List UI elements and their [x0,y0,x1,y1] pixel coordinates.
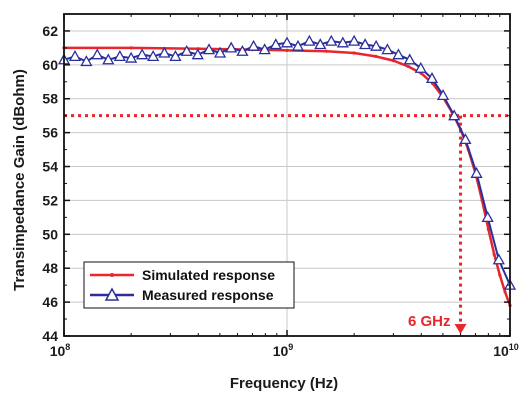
simulated-point [353,51,356,54]
y-tick-label: 52 [42,192,58,208]
y-tick-label: 46 [42,294,58,310]
x-tick-label: 109 [273,342,294,359]
simulated-point [374,55,377,58]
measured-point [92,50,102,59]
simulated-point [392,59,395,62]
x-axis-title: Frequency (Hz) [230,375,338,392]
measured-point [282,38,292,47]
simulated-point [285,49,288,52]
y-tick-label: 48 [42,260,58,276]
y-tick-label: 56 [42,125,58,141]
simulated-point [498,273,501,276]
measured-point [70,51,80,60]
y-tick-label: 44 [42,328,58,344]
frequency-annotation: 6 GHz [408,313,451,330]
legend-label: Simulated response [142,267,275,283]
measured-point [249,41,259,50]
simulated-point [407,65,410,68]
simulated-point [493,253,496,256]
y-tick-label: 50 [42,226,58,242]
simulated-point [130,46,133,49]
measured-point [115,51,125,60]
y-axis-title: Transimpedance Gain (dBohm) [11,69,28,291]
legend-marker-dot [110,273,114,277]
y-tick-label: 54 [42,159,58,175]
y-tick-label: 58 [42,91,58,107]
annotations: 6 GHz [408,313,451,330]
measured-point [226,43,236,52]
measured-point [304,36,314,45]
arrow-head [455,324,467,334]
simulated-point [503,290,506,293]
legend: Simulated response Measured response [84,262,294,308]
x-tick-label: 1010 [493,342,519,359]
y-tick-label: 62 [42,23,58,39]
y-tick-label: 60 [42,57,58,73]
legend-label: Measured response [142,287,274,303]
measured-point [472,168,482,177]
x-tick-label: 108 [50,342,71,359]
measured-point [137,50,147,59]
simulated-point [325,50,328,53]
